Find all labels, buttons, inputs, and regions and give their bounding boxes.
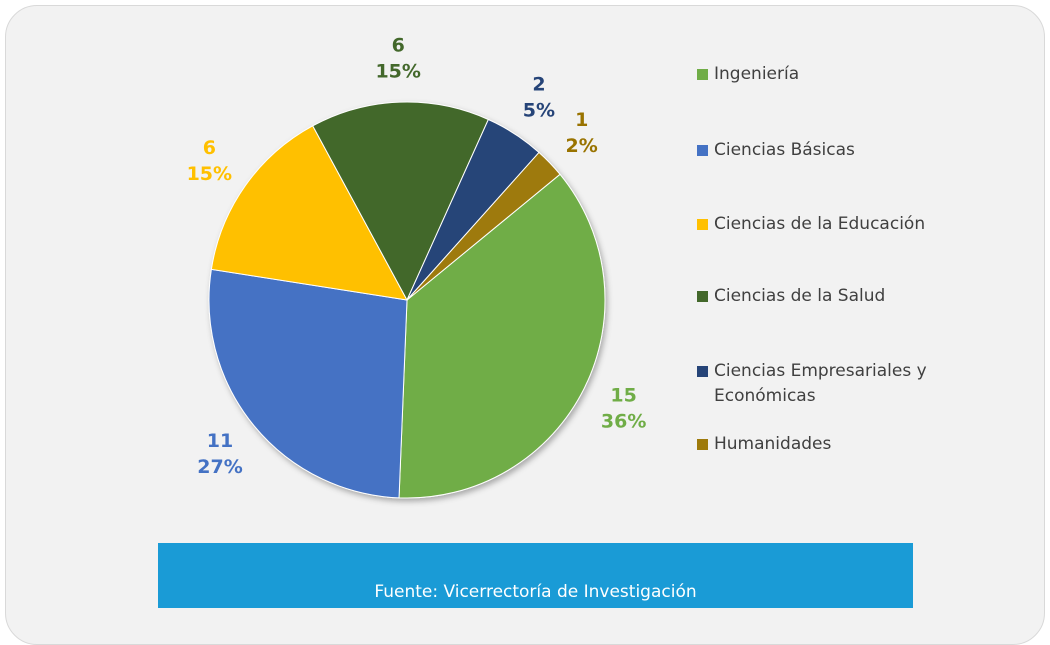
legend-item: Humanidades [697,432,957,457]
legend-item: Ciencias de la Salud [697,284,957,309]
legend-item: Ciencias Básicas [697,138,957,163]
percent-label: 36% [601,410,646,432]
chart: 15 36% 11 27% 6 15% 6 15% 2 5% 1 2% [187,35,646,499]
data-label: 15 [610,384,636,406]
data-label: 2 [532,74,545,96]
data-label: 11 [207,430,233,452]
legend-label: Ciencias Empresariales y Económicas [714,361,927,406]
percent-label: 27% [197,456,242,478]
page: 15 36% 11 27% 6 15% 6 15% 2 5% 1 2% Ingeniería Cienc… [5,5,1045,645]
pie-slice [210,125,408,301]
legend-label: Humanidades [714,434,832,454]
legend-item: Ciencias de la Educación [697,212,957,237]
percent-label: 2% [566,135,598,157]
data-label: 1 [575,109,588,131]
legend-label: Ciencias de la Educación [714,214,926,234]
footer: Fuente: Vicerrectoría de Investigación [158,543,913,608]
legend-swatch [697,69,708,80]
pie [208,101,606,499]
legend-item: Ciencias Empresariales y Económicas [697,359,957,409]
pie-slice [208,268,408,499]
legend-label: Ingeniería [714,64,800,84]
pie-slice [312,101,490,302]
legend-label: Ciencias Básicas [714,140,855,160]
data-label: 6 [203,137,216,159]
legend-label: Ciencias de la Salud [714,286,886,306]
percent-label: 15% [375,61,420,83]
legend-item: Ingeniería [697,62,957,87]
percent-label: 15% [187,163,232,185]
legend-swatch [697,219,708,230]
pie-slice [398,173,606,499]
percent-label: 5% [523,100,555,122]
legend-swatch [697,291,708,302]
legend-swatch [697,366,708,377]
legend-swatch [697,439,708,450]
data-label: 6 [392,35,405,57]
pie-slice [406,151,561,301]
legend-swatch [697,145,708,156]
